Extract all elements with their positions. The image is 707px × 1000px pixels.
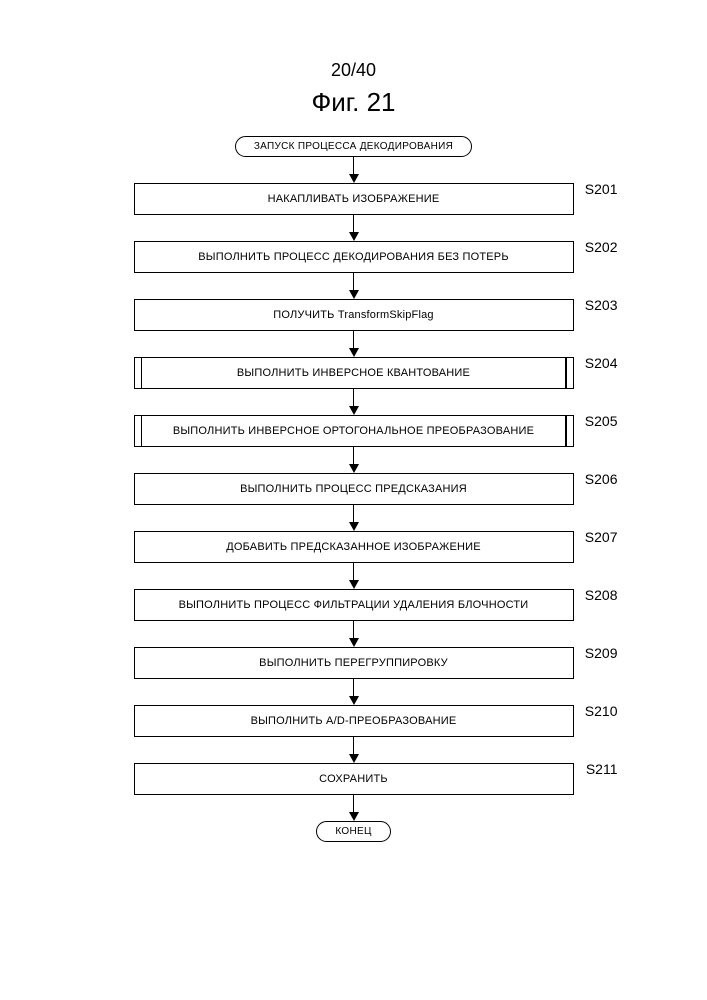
step-wrap: НАКАПЛИВАТЬ ИЗОБРАЖЕНИЕS201: [134, 183, 574, 215]
step-wrap: ПОЛУЧИТЬ TransformSkipFlagS203: [134, 299, 574, 331]
end-terminal: КОНЕЦ: [316, 821, 390, 842]
step-label: S205: [585, 413, 618, 429]
step-wrap: ВЫПОЛНИТЬ ПРОЦЕСС ФИЛЬТРАЦИИ УДАЛЕНИЯ БЛ…: [134, 589, 574, 621]
arrow-down-icon: [349, 563, 359, 589]
arrow-down-icon: [349, 389, 359, 415]
arrow-down-icon: [349, 215, 359, 241]
arrow-down-icon: [349, 679, 359, 705]
step-wrap: ДОБАВИТЬ ПРЕДСКАЗАННОЕ ИЗОБРАЖЕНИЕS207: [134, 531, 574, 563]
step-box: ВЫПОЛНИТЬ A/D-ПРЕОБРАЗОВАНИЕ: [134, 705, 574, 737]
arrow-down-icon: [349, 157, 359, 183]
step-box: ДОБАВИТЬ ПРЕДСКАЗАННОЕ ИЗОБРАЖЕНИЕ: [134, 531, 574, 563]
step-box: СОХРАНИТЬ: [134, 763, 574, 795]
step-box: ВЫПОЛНИТЬ ПРОЦЕСС ФИЛЬТРАЦИИ УДАЛЕНИЯ БЛ…: [134, 589, 574, 621]
step-box: ВЫПОЛНИТЬ ПРОЦЕСС ДЕКОДИРОВАНИЯ БЕЗ ПОТЕ…: [134, 241, 574, 273]
page-number: 20/40: [0, 60, 707, 81]
arrow-down-icon: [349, 273, 359, 299]
page: 20/40 Фиг. 21 ЗАПУСК ПРОЦЕССА ДЕКОДИРОВА…: [0, 0, 707, 1000]
flowchart: ЗАПУСК ПРОЦЕССА ДЕКОДИРОВАНИЯ НАКАПЛИВАТЬ…: [0, 136, 707, 842]
step-wrap: СОХРАНИТЬS211: [134, 763, 574, 795]
step-wrap: ВЫПОЛНИТЬ ПЕРЕГРУППИРОВКУS209: [134, 647, 574, 679]
step-label: S202: [585, 239, 618, 255]
step-label: S204: [585, 355, 618, 371]
figure-title: Фиг. 21: [0, 87, 707, 118]
step-wrap: ВЫПОЛНИТЬ A/D-ПРЕОБРАЗОВАНИЕS210: [134, 705, 574, 737]
step-box: ВЫПОЛНИТЬ ИНВЕРСНОЕ ОРТОГОНАЛЬНОЕ ПРЕОБР…: [134, 415, 574, 447]
step-label: S210: [585, 703, 618, 719]
step-box: НАКАПЛИВАТЬ ИЗОБРАЖЕНИЕ: [134, 183, 574, 215]
arrow-down-icon: [349, 447, 359, 473]
step-label: S206: [585, 471, 618, 487]
arrow-down-icon: [349, 795, 359, 821]
step-label: S209: [585, 645, 618, 661]
arrow-down-icon: [349, 737, 359, 763]
arrow-down-icon: [349, 621, 359, 647]
step-wrap: ВЫПОЛНИТЬ ИНВЕРСНОЕ ОРТОГОНАЛЬНОЕ ПРЕОБР…: [134, 415, 574, 447]
step-box: ВЫПОЛНИТЬ ИНВЕРСНОЕ КВАНТОВАНИЕ: [134, 357, 574, 389]
step-label: S211: [586, 761, 618, 777]
step-box: ПОЛУЧИТЬ TransformSkipFlag: [134, 299, 574, 331]
step-label: S203: [585, 297, 618, 313]
step-label: S201: [585, 181, 618, 197]
step-label: S208: [585, 587, 618, 603]
step-box: ВЫПОЛНИТЬ ПРОЦЕСС ПРЕДСКАЗАНИЯ: [134, 473, 574, 505]
step-wrap: ВЫПОЛНИТЬ ПРОЦЕСС ПРЕДСКАЗАНИЯS206: [134, 473, 574, 505]
arrow-down-icon: [349, 331, 359, 357]
step-wrap: ВЫПОЛНИТЬ ИНВЕРСНОЕ КВАНТОВАНИЕS204: [134, 357, 574, 389]
start-terminal: ЗАПУСК ПРОЦЕССА ДЕКОДИРОВАНИЯ: [235, 136, 472, 157]
step-box: ВЫПОЛНИТЬ ПЕРЕГРУППИРОВКУ: [134, 647, 574, 679]
step-wrap: ВЫПОЛНИТЬ ПРОЦЕСС ДЕКОДИРОВАНИЯ БЕЗ ПОТЕ…: [134, 241, 574, 273]
step-label: S207: [585, 529, 618, 545]
arrow-down-icon: [349, 505, 359, 531]
